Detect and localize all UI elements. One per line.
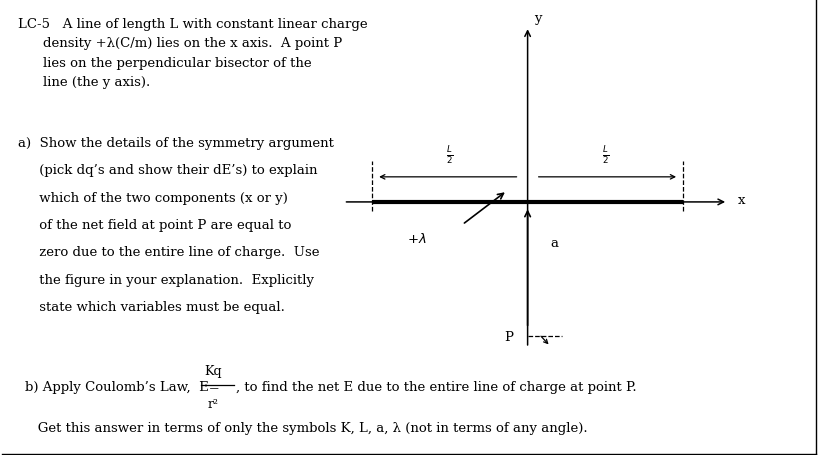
Text: y: y <box>534 12 542 25</box>
Text: (pick dq’s and show their dE’s) to explain: (pick dq’s and show their dE’s) to expla… <box>18 164 317 177</box>
Text: of the net field at point P are equal to: of the net field at point P are equal to <box>18 218 291 232</box>
Text: Get this answer in terms of only the symbols K, L, a, λ (not in terms of any ang: Get this answer in terms of only the sym… <box>25 421 587 434</box>
Text: r²: r² <box>208 397 218 410</box>
Text: a: a <box>551 237 559 250</box>
Text: zero due to the entire line of charge.  Use: zero due to the entire line of charge. U… <box>18 246 320 259</box>
Text: density +λ(C/m) lies on the x axis.  A point P: density +λ(C/m) lies on the x axis. A po… <box>43 37 342 51</box>
Text: b) Apply Coulomb’s Law,  E=: b) Apply Coulomb’s Law, E= <box>25 380 219 393</box>
Text: P: P <box>504 330 513 343</box>
Text: line (the y axis).: line (the y axis). <box>43 76 150 89</box>
Text: which of the two components (x or y): which of the two components (x or y) <box>18 191 288 204</box>
Text: , to find the net E due to the entire line of charge at point P.: , to find the net E due to the entire li… <box>236 380 637 393</box>
Text: $\frac{L}{2}$: $\frac{L}{2}$ <box>446 144 454 166</box>
Text: lies on the perpendicular bisector of the: lies on the perpendicular bisector of th… <box>43 56 311 70</box>
Text: LC-5   A line of length L with constant linear charge: LC-5 A line of length L with constant li… <box>18 18 367 31</box>
Text: a)  Show the details of the symmetry argument: a) Show the details of the symmetry argu… <box>18 136 334 150</box>
Text: Kq: Kq <box>204 364 222 377</box>
Text: $+\lambda$: $+\lambda$ <box>407 232 427 246</box>
Text: $\frac{L}{2}$: $\frac{L}{2}$ <box>601 144 609 166</box>
Text: state which variables must be equal.: state which variables must be equal. <box>18 300 285 313</box>
Text: the figure in your explanation.  Explicitly: the figure in your explanation. Explicit… <box>18 273 314 286</box>
Text: x: x <box>738 194 745 207</box>
